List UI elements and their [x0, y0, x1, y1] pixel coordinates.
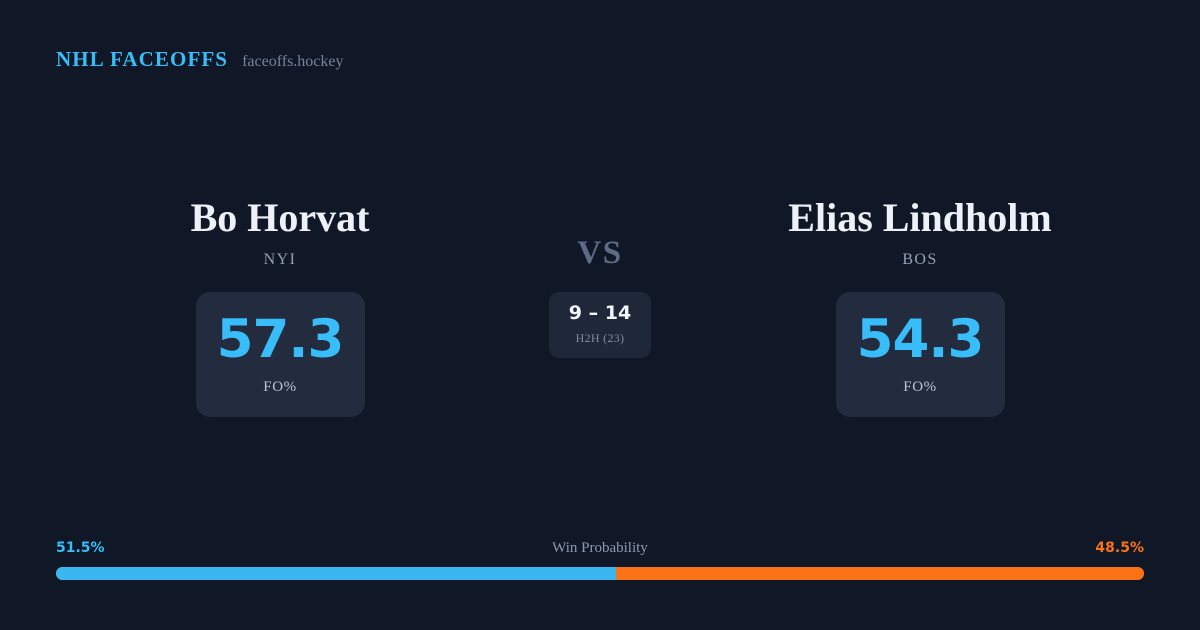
- player-left-stat-card: 57.3 FO%: [195, 292, 365, 417]
- brand-title: NHL FACEOFFS: [56, 47, 229, 71]
- player-right-stat-card: 54.3 FO%: [835, 292, 1005, 417]
- win-probability-bar-left: [56, 567, 617, 580]
- brand-domain: faceoffs.hockey: [242, 53, 344, 70]
- player-left-faceoff-label: FO%: [263, 379, 297, 395]
- player-right-faceoff-value: 54.3: [856, 309, 985, 370]
- player-right-name: Elias Lindholm: [788, 195, 1052, 240]
- win-probability-bar: [56, 567, 1144, 580]
- player-left-team: NYI: [263, 251, 297, 268]
- head-to-head-record: 9 – 14: [568, 302, 632, 324]
- win-probability-section: 51.5% Win Probability 48.5%: [56, 540, 1144, 580]
- versus-block: VS 9 – 14 H2H (23): [510, 196, 690, 358]
- player-right-team: BOS: [902, 251, 938, 268]
- versus-label: VS: [577, 235, 623, 271]
- win-probability-labels: 51.5% Win Probability 48.5%: [56, 540, 1144, 557]
- win-probability-right-value: 48.5%: [1095, 540, 1144, 556]
- win-probability-bar-right: [616, 567, 1144, 580]
- player-right-faceoff-label: FO%: [903, 379, 937, 395]
- player-left: Bo Horvat NYI 57.3 FO%: [50, 196, 510, 417]
- matchup-section: Bo Horvat NYI 57.3 FO% VS 9 – 14 H2H (23…: [0, 196, 1200, 417]
- player-left-faceoff-value: 57.3: [216, 309, 345, 370]
- player-left-name: Bo Horvat: [190, 195, 370, 240]
- head-to-head-label: H2H (23): [575, 331, 625, 345]
- win-probability-left-value: 51.5%: [56, 540, 105, 556]
- win-probability-title: Win Probability: [552, 540, 648, 556]
- player-right: Elias Lindholm BOS 54.3 FO%: [690, 196, 1150, 417]
- head-to-head-card: 9 – 14 H2H (23): [549, 292, 651, 358]
- site-header: NHL FACEOFFS faceoffs.hockey: [56, 47, 344, 72]
